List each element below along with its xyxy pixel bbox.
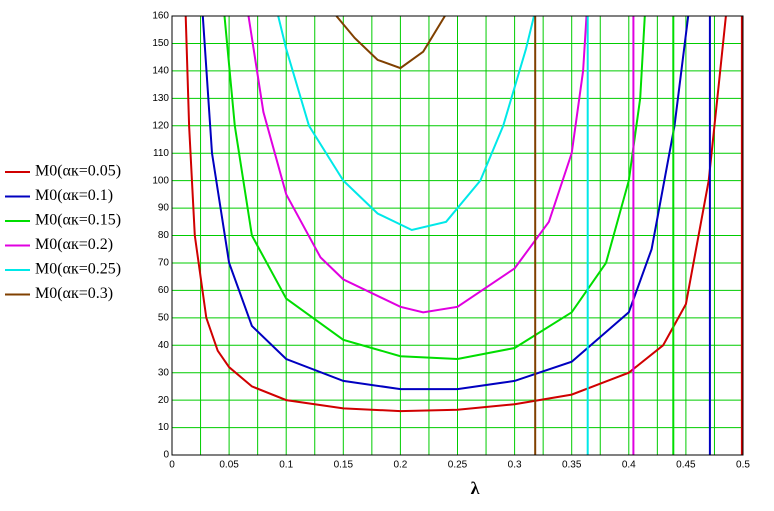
legend-label: M0(αк=0.25)	[35, 261, 121, 278]
y-tick-label: 60	[158, 285, 170, 296]
y-tick-label: 100	[152, 175, 169, 186]
legend-label: M0(αк=0.1)	[35, 187, 113, 204]
y-tick-label: 90	[158, 203, 170, 214]
legend-label: M0(αк=0.05)	[35, 163, 121, 180]
y-tick-label: 150	[152, 38, 169, 49]
x-tick-label: 0.25	[448, 460, 468, 471]
series-line	[201, 15, 711, 455]
y-tick-label: 30	[158, 367, 170, 378]
y-tick-label: 160	[152, 11, 169, 22]
legend-label: M0(αк=0.2)	[35, 236, 113, 253]
y-tick-label: 10	[158, 422, 170, 433]
legend-label: M0(αк=0.15)	[35, 212, 121, 229]
x-axis-label: λ	[471, 478, 480, 498]
x-tick-label: 0.35	[562, 460, 582, 471]
x-tick-label: 0.4	[622, 460, 636, 471]
x-tick-label: 0.1	[279, 460, 293, 471]
y-tick-label: 130	[152, 93, 169, 104]
y-tick-label: 0	[163, 450, 169, 461]
y-tick-label: 140	[152, 66, 169, 77]
x-tick-label: 0.3	[508, 460, 522, 471]
y-tick-label: 110	[153, 148, 169, 159]
y-tick-label: 70	[158, 258, 170, 269]
legend-label: M0(αк=0.3)	[35, 285, 113, 302]
x-tick-label: 0	[169, 460, 175, 471]
series-line	[277, 15, 589, 455]
y-tick-label: 40	[158, 340, 170, 351]
y-tick-label: 80	[158, 230, 170, 241]
series-line	[223, 15, 675, 455]
y-tick-label: 20	[158, 395, 170, 406]
x-tick-label: 0.15	[334, 460, 354, 471]
y-tick-label: 50	[158, 312, 170, 323]
x-tick-label: 0.45	[676, 460, 696, 471]
y-tick-label: 120	[152, 120, 169, 131]
series-line	[335, 15, 537, 455]
x-tick-label: 0.2	[393, 460, 407, 471]
plot-frame	[171, 15, 744, 456]
x-tick-label: 0.5	[736, 460, 750, 471]
series-line	[247, 15, 635, 455]
x-tick-label: 0.05	[219, 460, 239, 471]
series-line	[184, 15, 743, 455]
